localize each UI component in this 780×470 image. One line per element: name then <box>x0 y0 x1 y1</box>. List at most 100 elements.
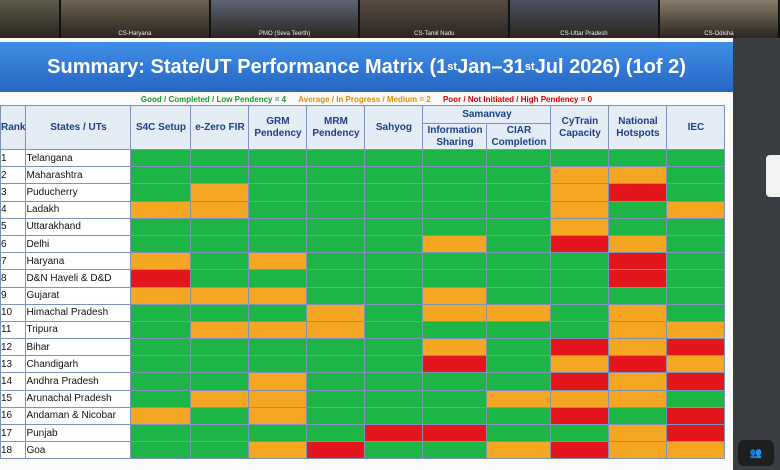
status-cell <box>486 148 552 168</box>
state-cell: Himachal Pradesh <box>25 303 132 322</box>
status-cell <box>608 441 668 460</box>
table-row: 8 D&N Haveli & D&D <box>0 269 726 288</box>
status-cell <box>422 183 488 202</box>
status-cell <box>550 183 610 202</box>
status-cell <box>190 252 250 271</box>
status-cell <box>248 338 308 357</box>
status-cell <box>248 389 308 408</box>
status-cell <box>364 217 424 236</box>
status-cell <box>608 355 668 374</box>
status-cell <box>190 234 250 254</box>
status-cell <box>486 200 552 219</box>
status-cell <box>608 183 668 202</box>
video-tile-caption: CS-Haryana <box>118 31 152 37</box>
status-cell <box>364 355 424 374</box>
status-cell <box>364 286 424 305</box>
status-cell <box>130 423 192 443</box>
rank-cell: 14 <box>0 372 27 391</box>
status-cell <box>486 234 552 254</box>
status-cell <box>190 286 250 305</box>
status-cell <box>608 286 668 305</box>
status-cell <box>666 269 726 288</box>
status-cell <box>364 320 424 340</box>
state-cell: Tripura <box>25 320 132 340</box>
status-cell <box>666 423 726 443</box>
status-cell <box>190 217 250 236</box>
title-text: Jan–31 <box>457 55 525 78</box>
status-cell <box>190 406 250 426</box>
status-cell <box>306 406 366 426</box>
status-cell <box>130 200 192 219</box>
status-cell <box>248 423 308 443</box>
video-tile[interactable]: CS-Uttar Pradesh <box>510 0 660 38</box>
status-cell <box>666 441 726 460</box>
status-cell <box>422 355 488 374</box>
status-cell <box>550 372 610 391</box>
status-cell <box>306 269 366 288</box>
status-cell <box>550 406 610 426</box>
performance-matrix: Rank States / UTs S4C Setup e-Zero FIR G… <box>0 105 726 460</box>
status-cell <box>422 234 488 254</box>
video-tile[interactable]: CS-Odisha <box>659 0 780 38</box>
status-cell <box>306 183 366 202</box>
status-cell <box>248 286 308 305</box>
video-tile[interactable]: CS-Haryana <box>61 0 211 38</box>
status-cell <box>190 303 250 322</box>
status-cell <box>306 252 366 271</box>
rank-cell: 3 <box>0 183 27 202</box>
rank-cell: 13 <box>0 355 27 374</box>
status-cell <box>364 148 424 168</box>
side-panel-toggle[interactable] <box>766 155 780 197</box>
status-cell <box>608 166 668 185</box>
status-cell <box>190 320 250 340</box>
status-cell <box>306 355 366 374</box>
status-cell <box>306 148 366 168</box>
status-cell <box>130 234 192 254</box>
video-strip: CS-Haryana PMO (Seva Teerth) CS-Tamil Nadu… <box>0 0 780 38</box>
video-tile[interactable]: PMO (Seva Teerth) <box>210 0 361 38</box>
status-cell <box>608 303 668 322</box>
status-cell <box>486 338 552 357</box>
rank-cell: 1 <box>0 148 27 168</box>
status-cell <box>248 406 308 426</box>
table-row: 11 Tripura <box>0 320 726 340</box>
rank-cell: 17 <box>0 423 27 443</box>
table-row: 2 Maharashtra <box>0 166 726 185</box>
status-cell <box>190 166 250 185</box>
status-cell <box>486 217 552 236</box>
status-cell <box>666 166 726 185</box>
status-cell <box>666 183 726 202</box>
status-cell <box>306 303 366 322</box>
status-cell <box>666 355 726 374</box>
participants-button[interactable]: 👥 <box>738 440 774 466</box>
video-tile[interactable] <box>0 0 62 38</box>
table-row: 17 Punjab <box>0 423 726 443</box>
video-tile[interactable]: CS-Tamil Nadu <box>360 0 511 38</box>
status-cell <box>608 252 668 271</box>
shared-slide: Summary: State/UT Performance Matrix (1 s… <box>0 38 733 470</box>
status-cell <box>190 372 250 391</box>
status-cell <box>666 406 726 426</box>
status-cell <box>608 148 668 168</box>
status-cell <box>130 303 192 322</box>
status-cell <box>130 183 192 202</box>
status-cell <box>486 286 552 305</box>
header-grm: GRM Pendency <box>248 105 308 150</box>
video-feed <box>61 0 209 38</box>
status-cell <box>306 389 366 408</box>
status-cell <box>422 389 488 408</box>
status-cell <box>422 217 488 236</box>
video-tile-caption: CS-Odisha <box>704 31 734 37</box>
status-cell <box>486 355 552 374</box>
status-cell <box>666 389 726 408</box>
status-cell <box>306 200 366 219</box>
state-cell: Andhra Pradesh <box>25 372 132 391</box>
status-cell <box>130 252 192 271</box>
status-cell <box>130 372 192 391</box>
status-cell <box>130 389 192 408</box>
status-cell <box>486 441 552 460</box>
table-row: 1 Telangana <box>0 148 726 168</box>
status-cell <box>248 355 308 374</box>
status-cell <box>666 338 726 357</box>
header-cytrain: CyTrain Capacity <box>550 105 610 150</box>
